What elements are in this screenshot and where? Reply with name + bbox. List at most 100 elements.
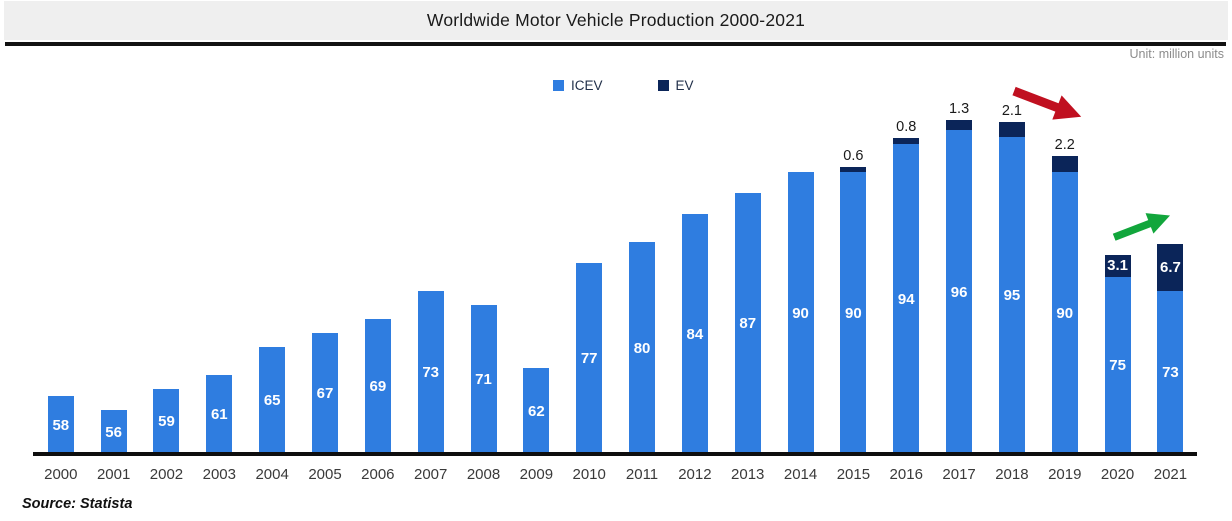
icev-value-label: 90 <box>1056 304 1074 322</box>
legend-item-icev: ICEV <box>553 78 603 93</box>
growth-arrow-icon <box>1112 213 1171 241</box>
year-label-2019: 2019 <box>1048 466 1082 483</box>
ev-value-label: 3.1 <box>1107 257 1129 275</box>
year-label-2018: 2018 <box>995 466 1029 483</box>
icev-value-label: 95 <box>1003 287 1021 305</box>
icev-segment: 96 <box>946 129 973 455</box>
icev-segment: 61 <box>206 374 233 455</box>
legend-label-icev: ICEV <box>571 78 603 93</box>
ev-value-label: 6.7 <box>1160 258 1181 276</box>
icev-value-label: 65 <box>263 392 281 410</box>
year-label-2016: 2016 <box>889 466 923 483</box>
year-label-2004: 2004 <box>255 466 289 483</box>
title-divider <box>5 42 1226 46</box>
bar-stack-2010: 77 <box>576 262 603 455</box>
icev-value-label: 96 <box>950 283 968 301</box>
year-label-2003: 2003 <box>202 466 236 483</box>
icev-segment: 58 <box>47 395 74 455</box>
title-band: Worldwide Motor Vehicle Production 2000-… <box>4 1 1228 40</box>
icev-segment: 95 <box>998 136 1025 455</box>
icev-value-label: 62 <box>528 402 545 420</box>
ev-segment <box>946 120 973 130</box>
icev-value-label: 90 <box>792 304 809 322</box>
bar-stack-2000: 58 <box>47 395 74 455</box>
bar-stack-2020: 3.1 75 <box>1104 254 1131 455</box>
icev-segment: 80 <box>629 241 656 455</box>
icev-segment: 87 <box>734 192 761 455</box>
bar-stack-2015: 0.6 90 <box>840 148 867 455</box>
bar-stack-2018: 2.1 95 <box>998 103 1025 455</box>
x-axis-line <box>33 452 1197 456</box>
year-label-2007: 2007 <box>413 466 448 483</box>
icev-value-label: 90 <box>845 304 862 322</box>
icev-segment: 94 <box>893 143 920 455</box>
bar-stack-2006: 69 <box>364 318 391 455</box>
bar-stack-2002: 59 <box>153 388 180 455</box>
ev-segment <box>998 121 1025 137</box>
icev-value-label: 69 <box>369 378 387 396</box>
bar-stack-2019: 2.2 90 <box>1051 137 1078 455</box>
bar-stack-2013: 87 <box>734 192 761 455</box>
ev-segment <box>893 137 920 144</box>
icev-segment: 69 <box>364 318 391 455</box>
bar-stack-2011: 80 <box>629 241 656 455</box>
legend: ICEV EV <box>553 78 694 93</box>
ev-segment <box>1051 156 1078 172</box>
bar-stack-2012: 84 <box>681 213 708 455</box>
icev-segment: 62 <box>523 367 550 455</box>
year-label-2017: 2017 <box>942 466 976 483</box>
icev-value-label: 73 <box>422 364 440 382</box>
ev-value-label: 0.8 <box>896 118 917 135</box>
year-label-2021: 2021 <box>1153 466 1188 483</box>
icev-value-label: 61 <box>210 406 228 424</box>
legend-item-ev: EV <box>657 78 694 93</box>
icev-segment: 77 <box>576 262 603 455</box>
icev-segment: 73 <box>1157 290 1184 455</box>
bar-stack-2017: 1.3 96 <box>946 101 973 455</box>
bar-stack-2005: 67 <box>312 332 338 455</box>
icev-segment: 90 <box>787 171 814 455</box>
icev-value-label: 71 <box>475 371 492 389</box>
legend-label-ev: EV <box>675 78 694 93</box>
icev-segment: 75 <box>1104 276 1131 455</box>
bar-stack-2016: 0.8 94 <box>893 119 920 455</box>
bar-stack-2004: 65 <box>259 346 286 455</box>
icev-value-label: 67 <box>316 385 334 403</box>
bar-stack-2009: 62 <box>523 367 550 455</box>
year-label-2020: 2020 <box>1100 466 1135 483</box>
bar-stack-2021: 6.7 73 <box>1157 243 1184 455</box>
year-label-2015: 2015 <box>836 466 871 483</box>
icev-segment: 90 <box>840 171 867 455</box>
year-label-2002: 2002 <box>149 466 184 483</box>
ev-value-label: 0.6 <box>843 148 864 165</box>
year-label-2008: 2008 <box>466 466 501 483</box>
ev-value-label: 2.1 <box>1001 102 1022 119</box>
icev-segment: 71 <box>470 304 497 455</box>
year-label-2006: 2006 <box>361 466 395 483</box>
icev-value-label: 80 <box>633 339 651 357</box>
year-label-2014: 2014 <box>783 466 818 483</box>
icev-value-label: 87 <box>739 315 757 333</box>
ev-segment: 6.7 <box>1157 243 1184 291</box>
icev-value-label: 59 <box>158 413 175 431</box>
chart-title: Worldwide Motor Vehicle Production 2000-… <box>426 10 806 30</box>
bar-stack-2003: 61 <box>206 374 233 455</box>
icev-segment: 65 <box>259 346 286 455</box>
icev-segment: 59 <box>153 388 180 455</box>
icev-value-label: 94 <box>897 290 915 308</box>
ev-swatch-icon <box>657 80 669 91</box>
icev-value-label: 56 <box>105 423 122 441</box>
unit-note: Unit: million units <box>1129 47 1224 61</box>
icev-value-label: 75 <box>1109 357 1126 375</box>
icev-value-label: 73 <box>1162 364 1179 382</box>
icev-segment: 84 <box>681 213 708 455</box>
year-label-2009: 2009 <box>519 466 554 483</box>
year-label-2010: 2010 <box>572 466 606 483</box>
bar-stack-2007: 73 <box>417 290 444 455</box>
year-label-2005: 2005 <box>308 466 342 483</box>
icev-value-label: 77 <box>580 350 598 368</box>
bar-stack-2001: 56 <box>100 409 127 455</box>
year-label-2001: 2001 <box>96 466 131 483</box>
